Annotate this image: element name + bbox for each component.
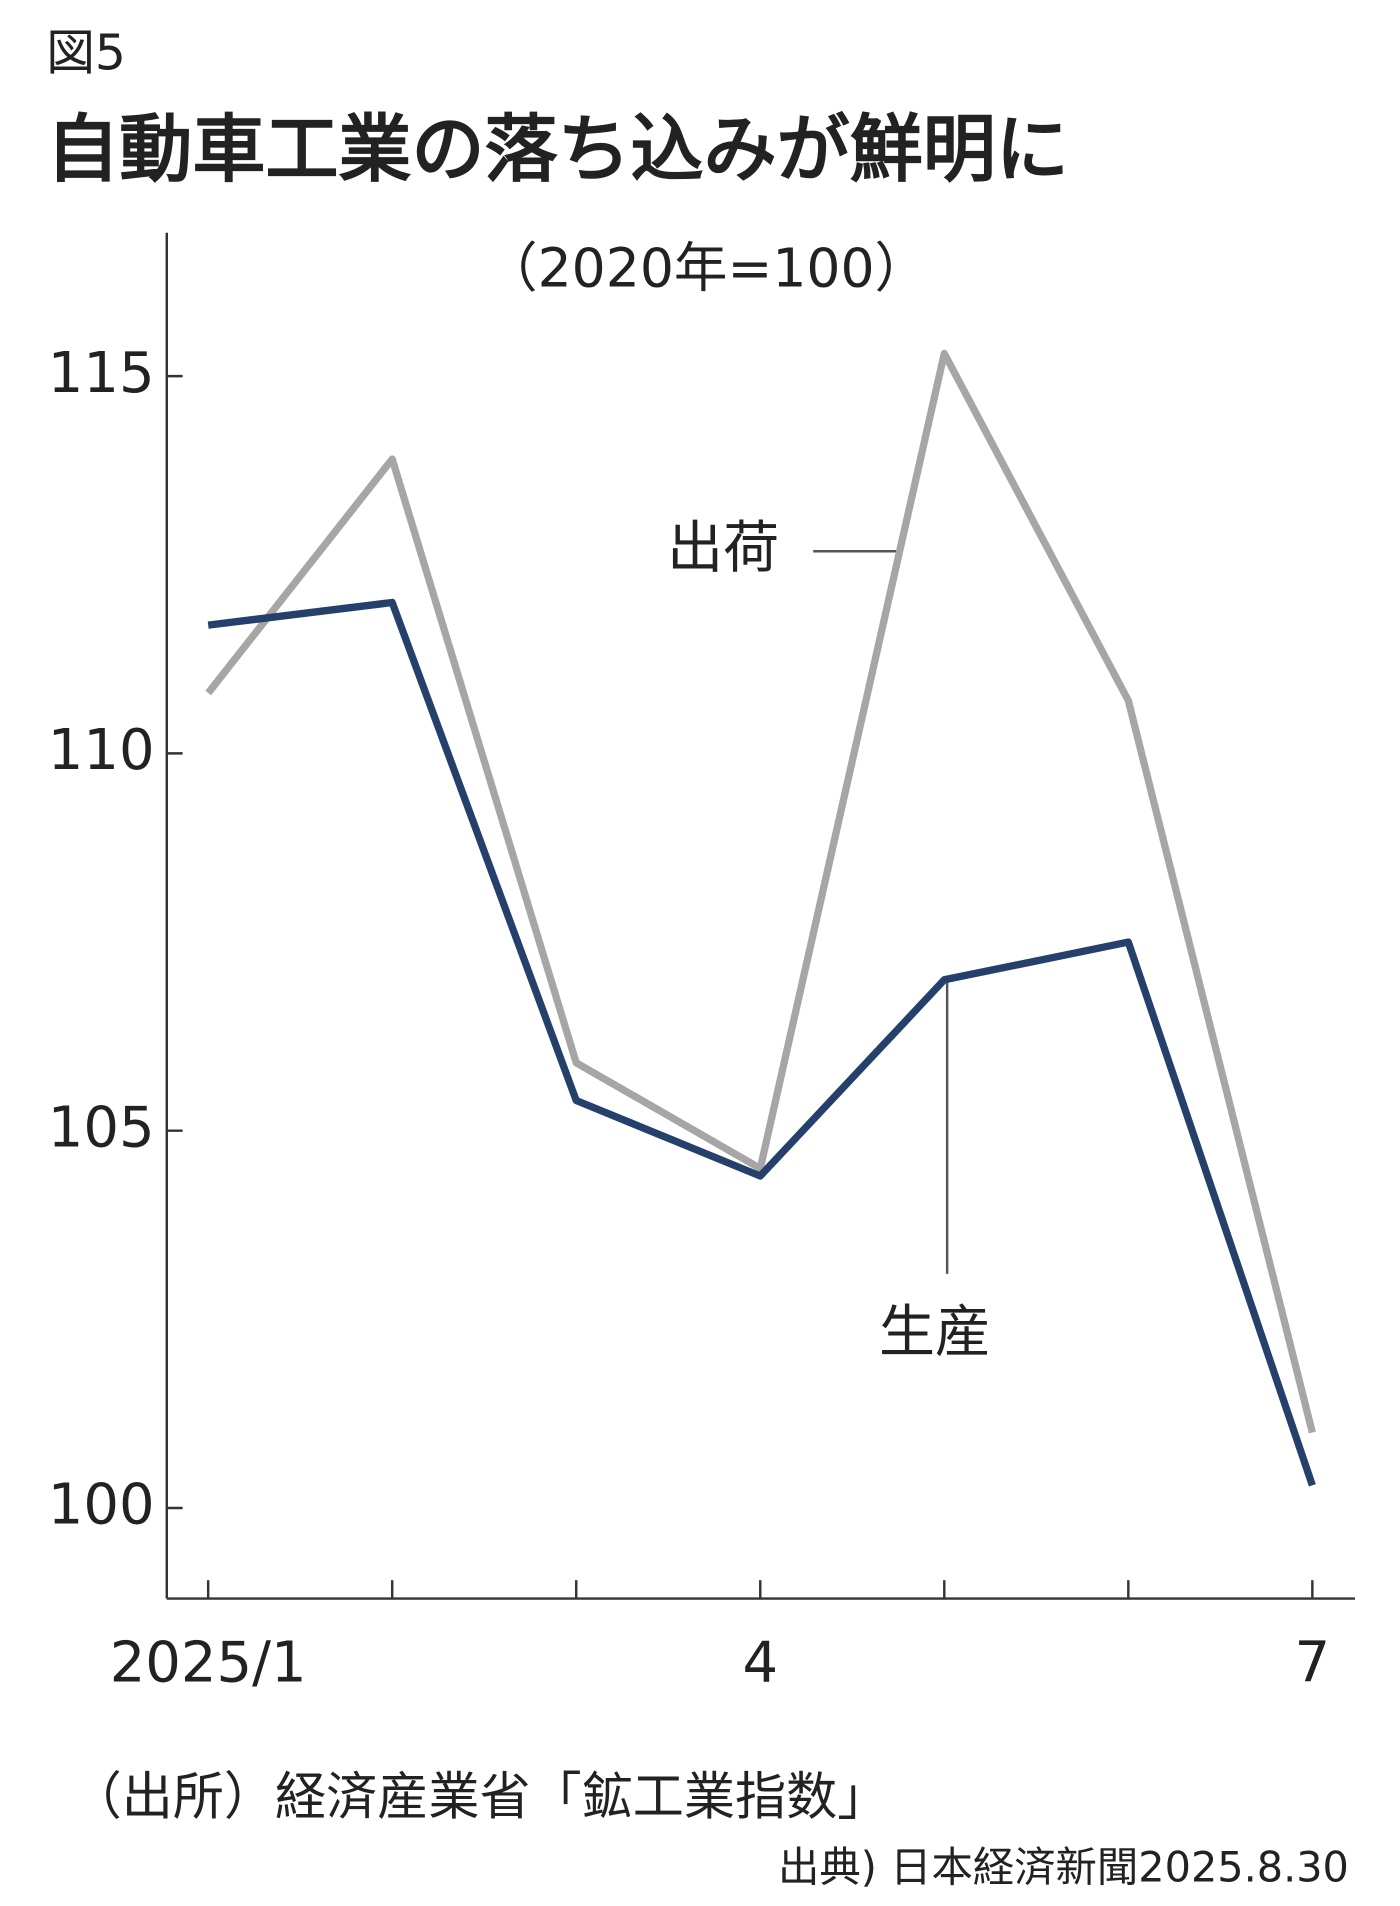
series-label: 生産	[879, 1300, 991, 1365]
credit: 出典) 日本経済新聞2025.8.30	[778, 1842, 1349, 1891]
x-tick-label: 4	[742, 1630, 778, 1695]
source-note: （出所）経済産業省「鉱工業指数」	[71, 1768, 889, 1828]
x-tick-label: 2025/1	[110, 1630, 307, 1695]
series-line	[205, 349, 1316, 1434]
y-tick-label: 110	[48, 718, 155, 783]
series-line	[207, 598, 1316, 1487]
series-label: 出荷	[667, 516, 779, 581]
chart-title: 自動車工業の落ち込みが鮮明に	[46, 107, 1069, 192]
y-tick-label: 100	[48, 1473, 155, 1538]
y-tick-label: 105	[48, 1095, 155, 1160]
x-tick-label: 7	[1295, 1630, 1331, 1695]
y-tick-label: 115	[48, 341, 155, 406]
chart-subtitle: （2020年=100）	[484, 236, 928, 299]
figure-label: 図5	[46, 24, 126, 81]
